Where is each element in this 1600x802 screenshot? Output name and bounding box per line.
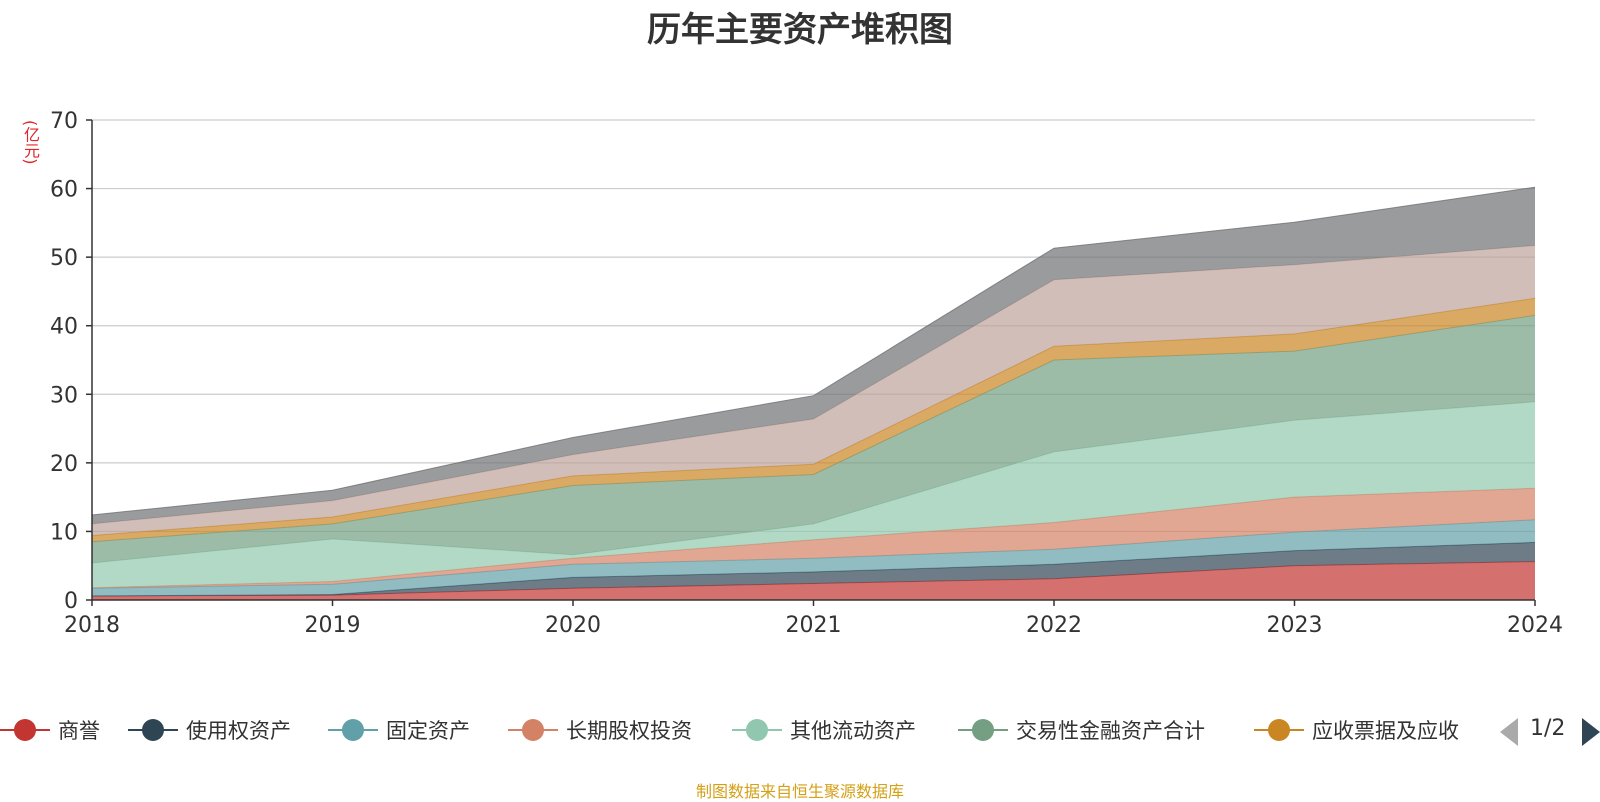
area-layer [91, 186, 1536, 600]
y-tick-label: 0 [64, 589, 78, 614]
y-tick-label: 40 [50, 315, 78, 340]
y-tick-label: 30 [50, 383, 78, 408]
legend-marker-icon [328, 712, 378, 748]
legend-label: 其他流动资产 [790, 719, 916, 743]
x-tick-label: 2020 [545, 613, 601, 638]
y-tick-label: 50 [50, 246, 78, 271]
y-tick-label: 70 [50, 109, 78, 134]
axes: 0 10 20 30 40 50 60 70 2018 2019 2020 2021 2022 2023 2… [50, 109, 1563, 638]
legend-label: 应收票据及应收 [1312, 719, 1459, 743]
legend-marker-icon [128, 712, 178, 748]
pager-next-icon[interactable] [1582, 718, 1600, 746]
legend-item[interactable]: 交易性金融资产合计 [958, 712, 1205, 748]
legend: 商誉 使用权资产 固定资产 长期股权投资 其他流动资产 交易性金融资产合计 应收票据及应收 [0, 712, 1600, 748]
data-source-note: 制图数据来自恒生聚源数据库 [695, 782, 904, 801]
legend-item[interactable]: 使用权资产 [128, 712, 291, 748]
y-tick-label: 10 [50, 520, 78, 545]
area-series [92, 401, 1535, 588]
area-series [92, 519, 1535, 596]
legend-item[interactable]: 长期股权投资 [508, 712, 692, 748]
x-tick-label: 2019 [305, 613, 361, 638]
chart-title: 历年主要资产堆积图 [647, 10, 953, 50]
area-series [92, 315, 1535, 563]
y-tick-label: 60 [50, 178, 78, 203]
y-tick-label: 20 [50, 452, 78, 477]
area-series [92, 488, 1535, 589]
legend-item[interactable]: 其他流动资产 [732, 712, 916, 748]
pager-text: 1/2 [1530, 716, 1566, 741]
x-tick-label: 2018 [64, 613, 120, 638]
legend-pager: 1/2 [1500, 712, 1600, 748]
legend-label: 商誉 [58, 719, 100, 743]
x-tick-label: 2022 [1026, 613, 1082, 638]
legend-label: 固定资产 [386, 719, 470, 743]
legend-item[interactable]: 固定资产 [328, 712, 470, 748]
x-tick-label: 2023 [1267, 613, 1323, 638]
area-series [92, 187, 1535, 524]
x-tick-label: 2024 [1507, 613, 1563, 638]
legend-marker-icon [1254, 712, 1304, 748]
legend-marker-icon [958, 712, 1008, 748]
legend-label: 交易性金融资产合计 [1016, 719, 1205, 743]
legend-label: 使用权资产 [186, 719, 291, 743]
legend-marker-icon [0, 712, 50, 748]
area-series [92, 245, 1535, 536]
legend-label: 长期股权投资 [566, 719, 692, 743]
x-tick-label: 2021 [786, 613, 842, 638]
legend-marker-icon [508, 712, 558, 748]
pager-prev-icon[interactable] [1500, 718, 1518, 746]
legend-item[interactable]: 商誉 [0, 712, 100, 748]
legend-marker-icon [732, 712, 782, 748]
area-series [92, 561, 1535, 600]
y-axis-unit-label: (亿元) [21, 120, 40, 165]
area-series [92, 298, 1535, 542]
area-series-edge [91, 186, 1536, 516]
legend-item[interactable]: 应收票据及应收 [1254, 712, 1459, 748]
